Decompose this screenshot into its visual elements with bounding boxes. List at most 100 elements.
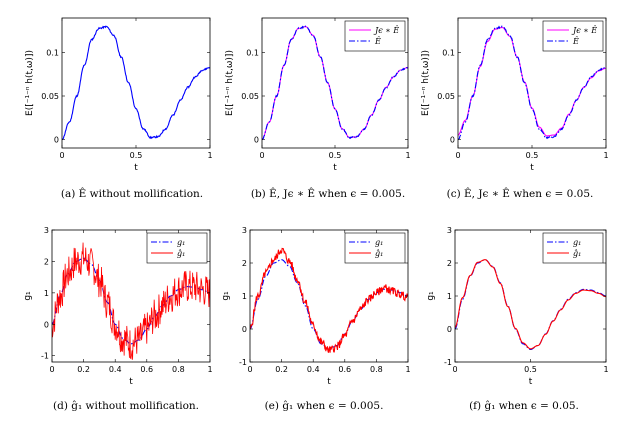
y-axis-label: E([⁻¹⁻ⁿ h(t,ω)]): [421, 50, 431, 116]
x-tick-label: 0.6: [140, 365, 153, 374]
chart-panel-b: 0 0.5 1 0 0.05 0.1 t E([⁻¹⁻ⁿ h(t,ω)]) Jϵ ∗ Ê Ê (b)…: [225, 17, 411, 200]
y-tick-label: 1: [44, 289, 49, 298]
legend-entry: g₁: [573, 238, 581, 247]
x-axis-label: t: [530, 163, 534, 173]
series-line-named-1: [250, 247, 408, 353]
legend-box: [146, 232, 208, 264]
x-tick-label: 0.8: [370, 365, 383, 374]
legend-entry: ĝ₁: [177, 249, 185, 258]
chart-panel-a: 0 0.5 1 0 0.05 0.1 t E([⁻¹⁻ⁿ h(t,ω)]) (a) Ê with…: [25, 17, 213, 200]
y-tick-label: 0: [242, 325, 247, 334]
caption: (e) ĝ₁ when ϵ = 0.005.: [265, 399, 384, 412]
series-line-0: [62, 25, 210, 141]
legend-entry: Jϵ ∗ Ê: [373, 26, 399, 35]
legend-box: [542, 20, 604, 52]
x-tick-label: 0.4: [109, 365, 122, 374]
y-tick-label: -1: [239, 358, 247, 367]
x-tick-label: 0: [49, 365, 54, 374]
series-line-named-0: [455, 259, 606, 351]
y-tick-label: 0: [450, 135, 455, 144]
legend: g₁ ĝ₁: [344, 232, 406, 264]
y-axis-label: E([⁻¹⁻ⁿ h(t,ω)]): [25, 50, 35, 116]
legend-entry: Ê: [572, 37, 579, 46]
x-axis-label: t: [333, 163, 337, 173]
series-line-named-0: [52, 257, 210, 345]
x-tick-label: 0: [247, 365, 252, 374]
legend-entry: Ê: [374, 37, 381, 46]
y-tick-label: 0.05: [41, 92, 59, 101]
y-tick-label: 0: [254, 135, 259, 144]
x-tick-label: 1: [603, 365, 608, 374]
x-tick-label: 0.5: [526, 151, 539, 160]
caption: (f) ĝ₁ when ϵ = 0.05.: [469, 399, 579, 412]
legend-entry: g₁: [177, 238, 185, 247]
axes-box: [51, 229, 211, 363]
x-axis-label: t: [134, 163, 138, 173]
legend-entry: Jϵ ∗ Ê: [571, 26, 597, 35]
y-axis-label: g₁: [23, 291, 33, 301]
y-tick-label: 2: [447, 259, 452, 268]
legend-entry: ĝ₁: [573, 249, 581, 258]
x-tick-label: 1: [207, 151, 212, 160]
y-tick-label: 0.05: [437, 92, 455, 101]
x-tick-label: 1: [603, 151, 608, 160]
caption: (b) Ê, Jϵ ∗ Ê when ϵ = 0.005.: [251, 186, 405, 200]
caption: (a) Ê without mollification.: [61, 186, 203, 200]
x-tick-label: 0.5: [329, 151, 342, 160]
y-tick-label: 0: [447, 325, 452, 334]
y-tick-label: 0: [44, 320, 49, 329]
x-tick-label: 0: [452, 365, 457, 374]
x-tick-label: 0.4: [307, 365, 320, 374]
x-tick-label: 1: [405, 151, 410, 160]
y-axis-label: E([⁻¹⁻ⁿ h(t,ω)]): [225, 50, 235, 116]
axes-box: [61, 17, 211, 149]
y-tick-label: 2: [44, 257, 49, 266]
y-tick-label: 1: [447, 292, 452, 301]
x-tick-label: 0.2: [275, 365, 288, 374]
x-tick-label: 0.5: [524, 365, 537, 374]
legend-entry: g₁: [375, 238, 383, 247]
x-tick-label: 0: [455, 151, 460, 160]
x-axis-label: t: [327, 377, 331, 387]
legend: g₁ ĝ₁: [542, 232, 604, 264]
series-line-named-1: [455, 259, 606, 350]
y-tick-label: 3: [447, 226, 452, 235]
y-tick-label: 3: [242, 226, 247, 235]
x-tick-label: 0: [59, 151, 64, 160]
y-tick-label: 0.1: [46, 49, 59, 58]
series-line-named-1: [262, 25, 408, 141]
x-tick-label: 1: [405, 365, 410, 374]
y-axis-label: g₁: [426, 291, 436, 301]
legend: g₁ ĝ₁: [146, 232, 208, 264]
y-tick-label: 0.1: [442, 49, 455, 58]
series-line-named-0: [250, 259, 408, 351]
legend: Jϵ ∗ Ê Ê: [344, 20, 406, 52]
x-tick-label: 0.5: [130, 151, 143, 160]
y-tick-label: 0.1: [246, 49, 259, 58]
x-tick-label: 0: [259, 151, 264, 160]
x-axis-label: t: [129, 377, 133, 387]
x-tick-label: 1: [207, 365, 212, 374]
legend-box: [344, 232, 406, 264]
legend-entry: ĝ₁: [375, 249, 383, 258]
caption: (d) ĝ₁ without mollification.: [53, 399, 199, 412]
y-tick-label: -1: [444, 358, 452, 367]
y-tick-label: 1: [242, 292, 247, 301]
chart-panel-c: 0 0.5 1 0 0.05 0.1 t E([⁻¹⁻ⁿ h(t,ω)]) Jϵ ∗ Ê Ê (c)…: [421, 17, 609, 200]
y-tick-label: 0.05: [241, 92, 259, 101]
x-tick-label: 0.8: [172, 365, 185, 374]
y-axis-label: g₁: [221, 291, 231, 301]
series-line-named-1: [458, 25, 606, 141]
caption: (c) Ê, Jϵ ∗ Ê when ϵ = 0.05.: [447, 186, 594, 200]
y-tick-label: 0: [54, 135, 59, 144]
x-axis-label: t: [529, 377, 533, 387]
y-tick-label: 2: [242, 259, 247, 268]
series-line-named-1: [52, 242, 210, 360]
x-tick-label: 0.6: [338, 365, 351, 374]
y-tick-label: 3: [44, 226, 49, 235]
x-tick-label: 0.2: [77, 365, 90, 374]
